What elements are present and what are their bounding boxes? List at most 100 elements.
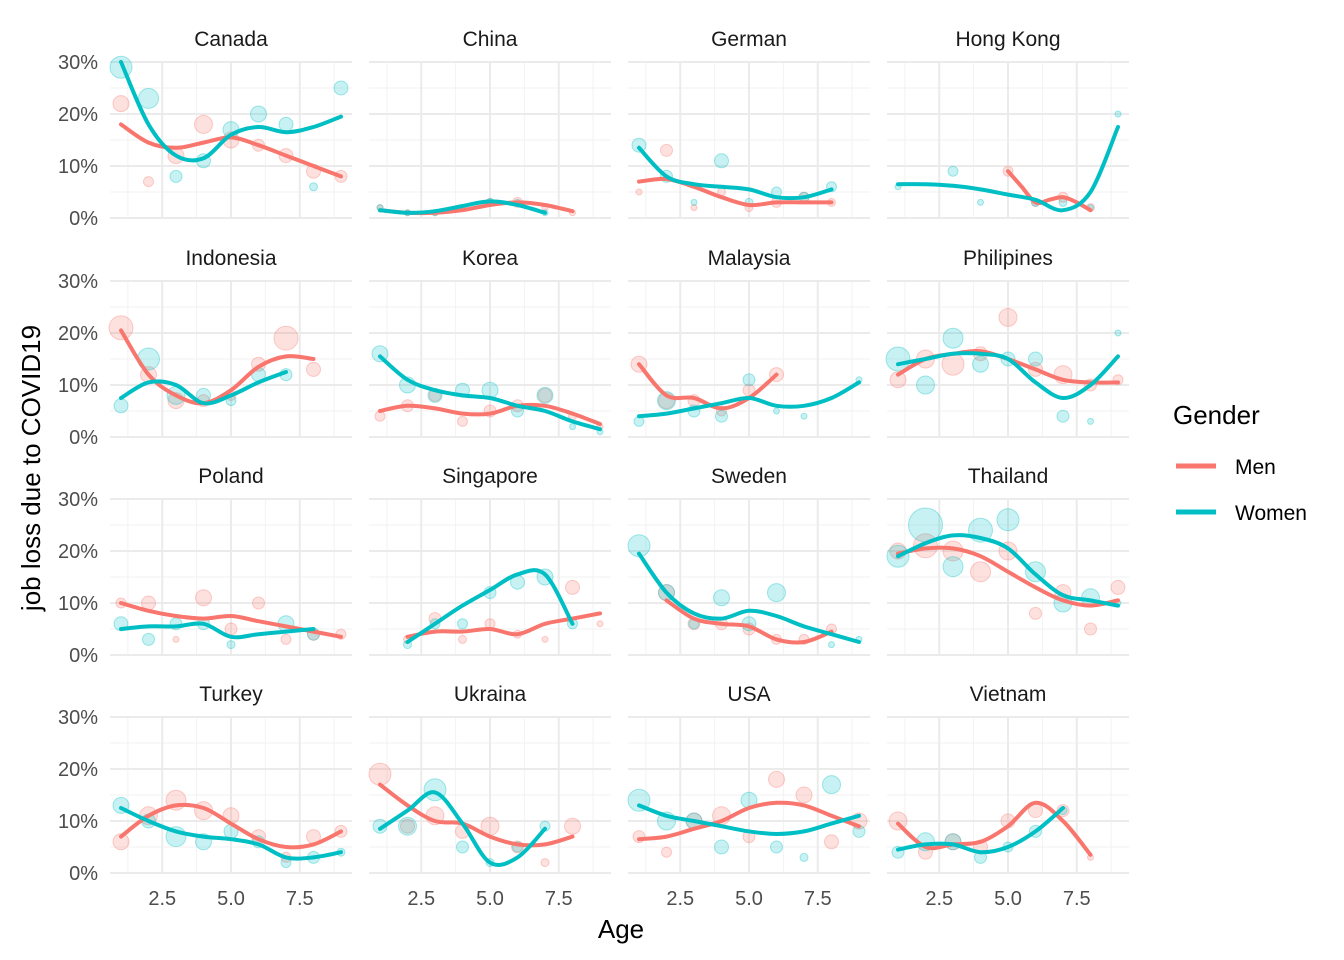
y-tick-label: 30% [58, 489, 98, 511]
facet-thailand: Thailand [886, 465, 1129, 656]
y-tick-label: 20% [58, 104, 98, 126]
point-men [194, 114, 213, 134]
point-men [252, 596, 265, 610]
point-men [690, 204, 698, 212]
point-men [541, 635, 549, 643]
x-tick-label: 7.5 [1063, 888, 1091, 910]
point-men [824, 834, 839, 850]
point-men [1029, 606, 1042, 620]
x-tick-label: 2.5 [666, 888, 694, 910]
point-women [773, 407, 780, 415]
facet-title: Thailand [968, 465, 1049, 488]
trend-line-women [637, 803, 861, 836]
legend-label-women: Women [1235, 502, 1307, 525]
x-tick-label: 2.5 [148, 888, 176, 910]
trend-line-men [378, 402, 602, 426]
point-women [1114, 329, 1122, 337]
point-women [109, 55, 133, 79]
y-tick-label: 0% [69, 645, 98, 667]
point-women [278, 116, 294, 132]
trend-line-women [378, 199, 547, 215]
facet-hong-kong: Hong Kong [887, 28, 1129, 219]
y-tick-label: 10% [58, 593, 98, 615]
facet-indonesia: Indonesia 0% 10% 20% 30% [58, 247, 352, 449]
point-women [138, 87, 159, 109]
point-women [799, 852, 809, 862]
y-tick-label: 0% [69, 208, 98, 230]
trend-line-women [637, 145, 834, 201]
y-tick-label: 0% [69, 427, 98, 449]
trend-line-men [1006, 169, 1093, 213]
facet-korea: Korea [369, 247, 611, 438]
trend-line-women [896, 351, 1120, 400]
x-tick-label: 2.5 [407, 888, 435, 910]
y-tick-label: 20% [58, 541, 98, 563]
point-men [537, 387, 553, 403]
point-men [564, 817, 581, 835]
point-men [889, 371, 907, 389]
facet-vietnam: Vietnam 2.5 5.0 7.5 [887, 683, 1129, 910]
trend-line-women [405, 568, 575, 644]
facet-title: Indonesia [185, 247, 276, 270]
point-women [828, 641, 835, 649]
x-tick-label: 2.5 [925, 888, 953, 910]
trend-line-men [896, 545, 1120, 608]
facet-china: China [369, 28, 611, 219]
point-women [1114, 110, 1122, 118]
facet-title: Poland [198, 465, 263, 488]
point-men [596, 620, 604, 628]
point-men [1084, 622, 1097, 636]
facet-panels: Canada 0% 10% 20% 30% China German Hong Kong Ind… [58, 28, 1129, 910]
point-women [822, 775, 841, 795]
trend-line-men [378, 782, 575, 848]
y-tick-label: 0% [69, 863, 98, 885]
y-tick-label: 30% [58, 271, 98, 293]
point-women [690, 198, 698, 206]
point-women [714, 839, 729, 855]
facet-title: Sweden [711, 465, 787, 488]
facet-turkey: Turkey 0% 10% 20% 30% 2.5 5.0 7.5 [58, 683, 352, 910]
point-women [142, 632, 155, 646]
trend-line-women [378, 790, 547, 867]
point-women [457, 618, 468, 630]
legend-label-men: Men [1235, 456, 1276, 479]
point-men [112, 833, 130, 851]
point-women [800, 412, 808, 420]
y-tick-label: 20% [58, 759, 98, 781]
point-men [273, 325, 299, 351]
trend-line-women [119, 621, 316, 640]
point-women [770, 840, 783, 854]
point-women [1028, 351, 1043, 367]
trend-line-women [896, 125, 1120, 213]
trend-line-women [378, 354, 602, 432]
point-women [972, 355, 989, 373]
point-men [565, 579, 580, 595]
facet-title: Vietnam [970, 683, 1047, 706]
point-women [715, 409, 728, 423]
facet-ukraina: Ukraina 2.5 5.0 7.5 [368, 683, 611, 910]
facet-sweden: Sweden [627, 465, 870, 656]
trend-line-men [119, 122, 343, 179]
y-tick-label: 30% [58, 707, 98, 729]
x-axis-title: Age [598, 914, 644, 944]
x-tick-label: 7.5 [286, 888, 314, 910]
point-men [306, 361, 321, 377]
x-tick-label: 7.5 [545, 888, 573, 910]
facet-title: Ukraina [454, 683, 527, 706]
trend-line-women [896, 806, 1065, 855]
trend-line-women [119, 806, 343, 861]
point-women [713, 589, 730, 607]
point-women [569, 423, 576, 431]
point-women [333, 80, 349, 96]
point-women [309, 182, 318, 192]
point-men [970, 561, 991, 583]
facet-german: German [628, 28, 870, 219]
point-men [368, 762, 392, 786]
trend-line-women [896, 533, 1120, 608]
facet-title: Turkey [199, 683, 263, 706]
facet-title: German [711, 28, 787, 51]
point-women [1056, 409, 1070, 423]
point-women [226, 640, 236, 650]
trend-line-men [119, 802, 343, 850]
trend-line-women [119, 370, 288, 406]
